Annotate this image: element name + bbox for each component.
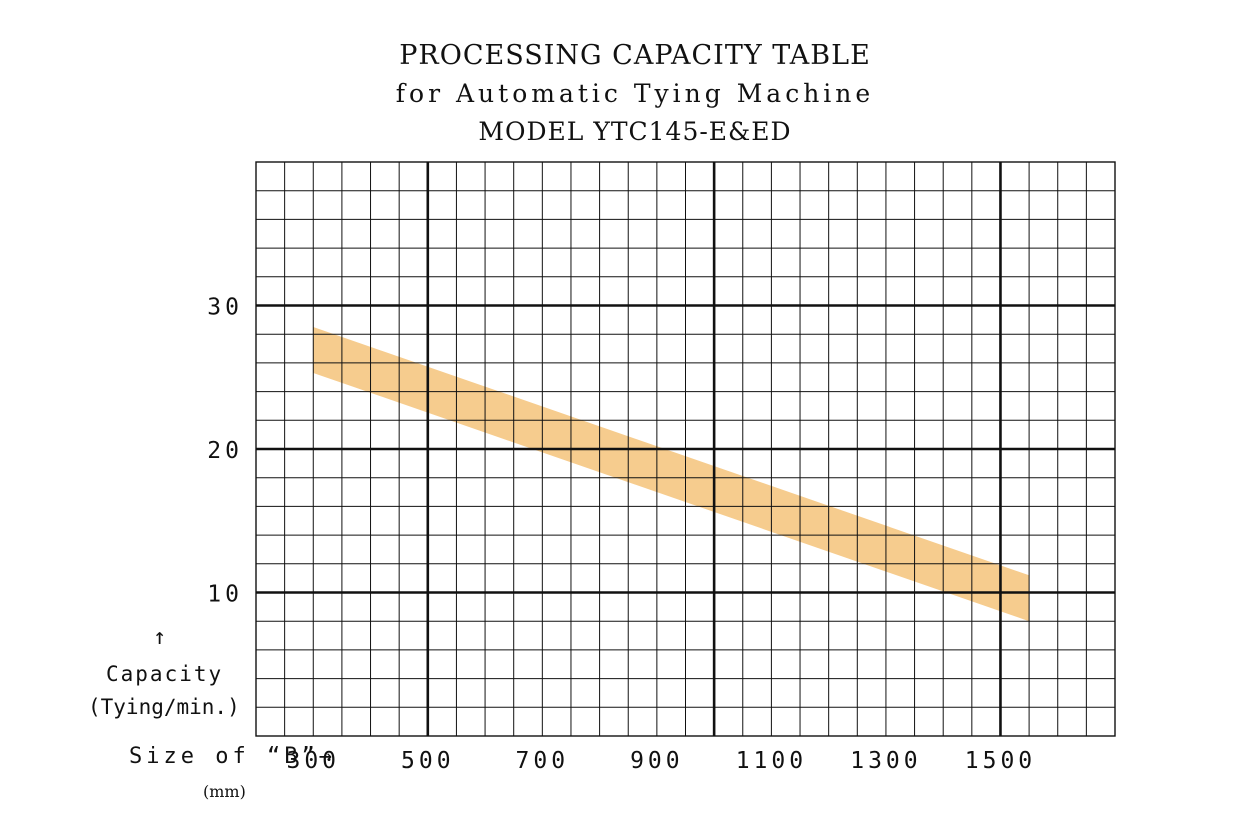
y-axis-label: Capacity [106,662,224,686]
y-axis-unit: (Tying∕min.) [88,695,240,719]
x-tick-label: 1300 [850,748,921,774]
x-tick-label: 500 [401,748,455,774]
y-tick-label: 20 [207,438,243,464]
x-tick-label: 300 [286,748,340,774]
plot-frame [255,161,1116,737]
y-tick-label: 30 [207,295,243,321]
x-tick-label: 1500 [965,748,1036,774]
capacity-band-0 [313,327,1030,622]
x-axis-label: Size of “B”→ [129,744,336,769]
x-tick-label: 700 [516,748,570,774]
x-axis-unit: (mm) [203,782,246,801]
x-tick-label: 1100 [736,748,807,774]
x-tick-label: 900 [630,748,684,774]
chart-model: MODEL YTC145-E&ED [478,117,792,146]
chart-subtitle: for Automatic Tying Machine [395,79,875,108]
chart-title: PROCESSING CAPACITY TABLE [399,40,871,71]
up-arrow-icon: ↑ [153,625,167,650]
y-tick-label: 10 [207,582,243,608]
